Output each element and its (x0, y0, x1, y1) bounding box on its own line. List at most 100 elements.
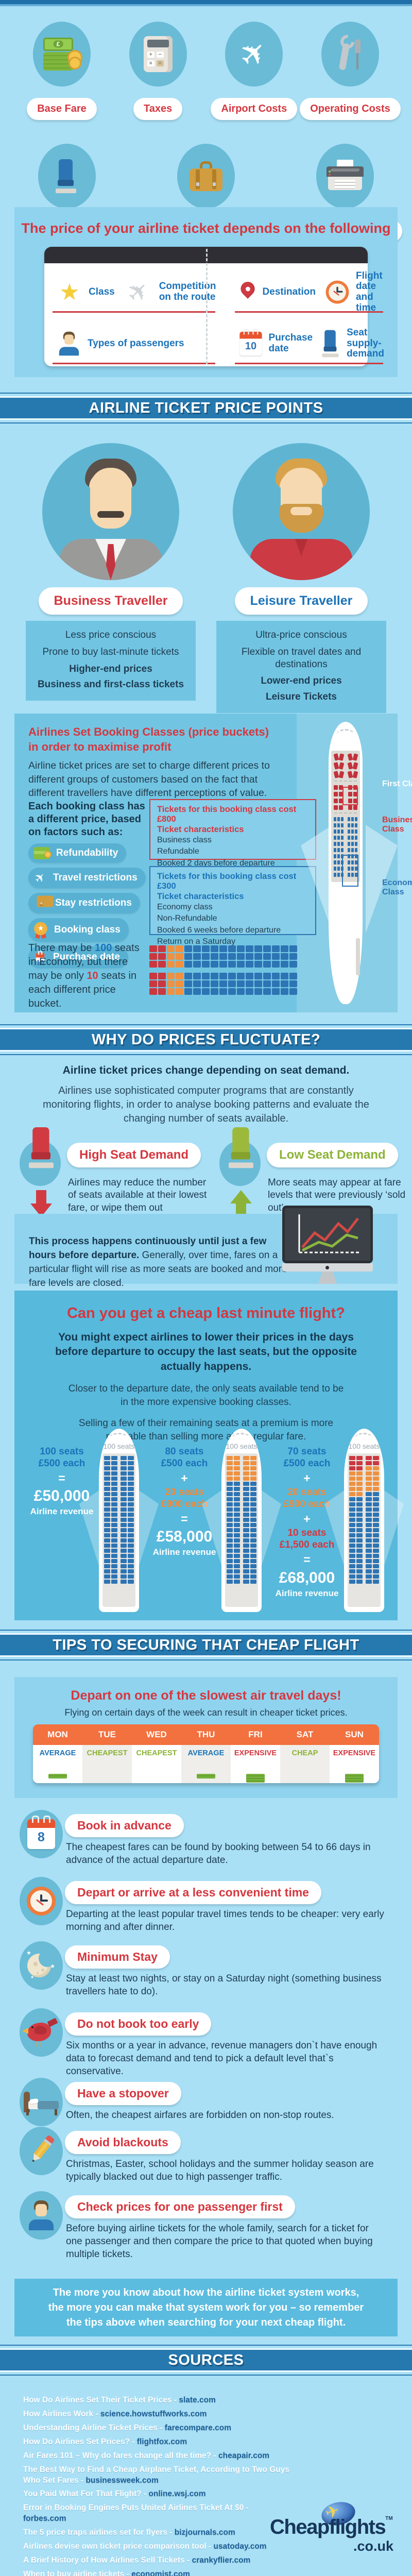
calc-line: £900 each (161, 1498, 208, 1510)
moon-icon: ★ ★ ★ (26, 1950, 56, 1979)
source-title: How Do Airlines Set Their Ticket Prices … (23, 2396, 179, 2404)
bucket-seat (254, 988, 262, 995)
seat-row (102, 1523, 135, 1527)
seat (234, 1497, 240, 1501)
seat (227, 1466, 233, 1470)
day-verdict: CHEAP (291, 1749, 318, 1757)
seat (243, 1564, 249, 1568)
ticket-graphic: ★ Class ✈ Competition on the route Destinati… (44, 247, 384, 366)
seat-row (348, 1492, 381, 1496)
seat (121, 1580, 127, 1584)
bucket-seat (263, 988, 271, 995)
price-fluctuation-section: Airline ticket prices change depending o… (0, 1056, 412, 1291)
tip-item: Have a stopover Often, the cheapest airfa… (15, 2078, 397, 2142)
seat (250, 1549, 256, 1553)
ticket-item-label: Class (89, 286, 115, 297)
cabin-seat (339, 792, 344, 796)
bucket-seat (176, 961, 183, 968)
bucket-seat (211, 980, 218, 987)
seat (234, 1492, 240, 1496)
seat (349, 1533, 355, 1537)
class-box-line: Business class (157, 836, 212, 844)
highlight-line: Lower-end prices (261, 675, 342, 687)
seat-row (102, 1471, 135, 1476)
seat-row (102, 1507, 135, 1512)
seat (111, 1492, 117, 1496)
seat-row (102, 1569, 135, 1573)
seat (250, 1544, 256, 1548)
source-site: economist.com (131, 2569, 190, 2576)
seat (243, 1533, 249, 1537)
bucket-seat (272, 961, 280, 968)
seat (111, 1482, 117, 1486)
ticket-factors-grid: ★ Class ✈ Competition on the route Destinati… (44, 263, 384, 366)
seat (111, 1497, 117, 1501)
cabin-seat (347, 848, 351, 852)
seat (250, 1538, 256, 1543)
day-verdict: EXPENSIVE (333, 1749, 376, 1757)
seat-row (102, 1533, 135, 1537)
bucket-seat (228, 980, 236, 987)
bucket-seat (149, 973, 157, 979)
seat-row (225, 1544, 258, 1548)
seat (227, 1471, 233, 1476)
seat-row (225, 1574, 258, 1579)
tip-title: Book in advance (65, 1814, 184, 1837)
cabin-seat (338, 753, 344, 761)
demand-title: Low Seat Demand (267, 1143, 398, 1167)
seat (234, 1549, 240, 1553)
process-text: This process happens continuously until … (29, 1235, 289, 1291)
seat (366, 1538, 372, 1543)
days-price-table: MON TUE WED THU FRI SAT SUN AVERAGE CHEAPEST CHE… (33, 1724, 379, 1783)
tip-icon-oval (20, 2127, 63, 2175)
seat (373, 1482, 379, 1486)
seat (227, 1580, 233, 1584)
seat (234, 1528, 240, 1532)
cabin-seat (340, 836, 344, 840)
booking-factors: Refundability ✈ Travel restrictions Stay re… (28, 843, 157, 973)
class-box-red: Tickets for this booking class cost £800… (149, 799, 316, 879)
tip-title: Do not book too early (65, 2012, 212, 2036)
seat (250, 1523, 256, 1527)
bucket-seat (202, 945, 210, 952)
revenue-calc: 70 seats £500 each +20 seats £900 each +10 s… (273, 1446, 341, 1613)
cheap-last-minute-panel: Can you get a cheap last minute flight? … (14, 1291, 404, 1620)
source-site: businessweek.com (85, 2476, 159, 2485)
cockpit-windows (232, 1433, 250, 1443)
seat (128, 1538, 134, 1543)
seat (128, 1482, 134, 1486)
seat (234, 1564, 240, 1568)
seat (349, 1538, 355, 1543)
seat (250, 1477, 256, 1481)
tip-text: Six months or a year in advance, revenue… (66, 2040, 377, 2077)
ticket-cell: ★ Class ✈ Competition on the route (44, 263, 227, 315)
calc-line: 20 seats (287, 1487, 327, 1498)
fluctuate-body: Airlines use sophisticated computer prog… (43, 1085, 369, 1124)
seat (111, 1559, 117, 1563)
bucket-seat (263, 945, 271, 952)
aisle (344, 754, 347, 760)
seat (373, 1574, 379, 1579)
seat (227, 1538, 233, 1543)
seat (366, 1518, 372, 1522)
seat-row (333, 836, 358, 840)
monitor-chart-icon (282, 1206, 373, 1292)
seat (356, 1482, 363, 1486)
cabin-seat (333, 836, 337, 840)
cabin-seat (334, 785, 338, 790)
wallet-icon (33, 847, 52, 859)
class-box-line: Return on a Saturday (157, 937, 236, 946)
bucket-seat (289, 973, 297, 979)
seat (104, 1523, 110, 1527)
bucket-seat (219, 988, 227, 995)
class-box-line: Refundable (157, 847, 199, 856)
source-site: farecompare.com (164, 2423, 232, 2432)
seat-row (225, 1502, 258, 1506)
seat (349, 1528, 355, 1532)
cabin-seat (337, 854, 340, 858)
pin-icon (237, 279, 258, 303)
seat-row (102, 1492, 135, 1496)
closing-text: The more you know about how the airline … (48, 2286, 364, 2328)
cabin-seat (348, 799, 352, 803)
seat (349, 1574, 355, 1579)
